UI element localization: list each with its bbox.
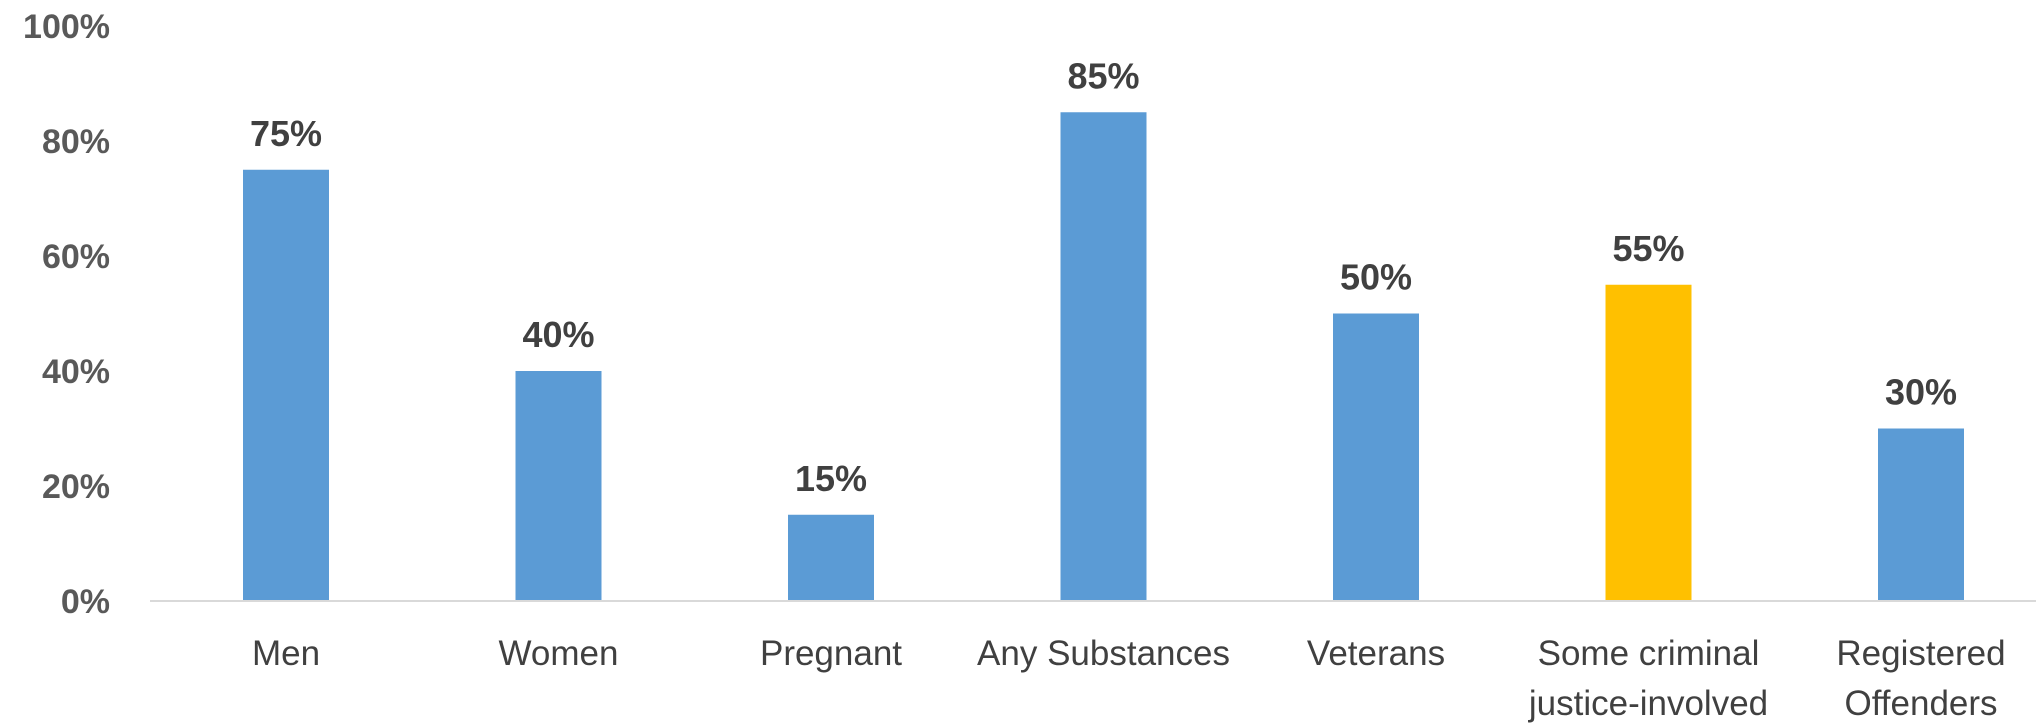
bars xyxy=(243,112,1964,601)
bar xyxy=(1060,112,1147,601)
y-tick-label: 100% xyxy=(23,8,110,46)
data-labels: 75% 40% 15% 85% 50% 55% 30% xyxy=(250,55,1957,499)
x-tick-label: Any Substances xyxy=(977,634,1230,673)
bar xyxy=(515,371,602,601)
y-axis: 0% 20% 40% 60% 80% 100% xyxy=(23,8,110,621)
data-label: 15% xyxy=(795,458,867,499)
data-label: 85% xyxy=(1067,55,1139,96)
bar xyxy=(788,514,874,601)
data-label: 75% xyxy=(250,113,322,154)
x-tick-label: Men xyxy=(252,634,320,673)
y-tick-label: 80% xyxy=(42,123,110,161)
x-tick-label: Some criminal justice-involved xyxy=(1528,634,1768,723)
data-label: 50% xyxy=(1340,257,1412,298)
x-tick-label: Pregnant xyxy=(760,634,902,673)
bar xyxy=(1333,313,1419,601)
x-tick-label: Women xyxy=(499,634,619,673)
data-label: 30% xyxy=(1885,372,1957,413)
bar xyxy=(243,169,329,601)
y-tick-label: 20% xyxy=(42,468,110,506)
y-tick-label: 0% xyxy=(61,583,110,621)
data-label: 55% xyxy=(1612,228,1684,269)
x-tick-label: Registered Offenders xyxy=(1836,634,2005,723)
x-tick-label: Veterans xyxy=(1307,634,1445,673)
y-tick-label: 60% xyxy=(42,238,110,276)
data-label: 40% xyxy=(522,314,594,355)
bar xyxy=(1878,428,1964,601)
y-tick-label: 40% xyxy=(42,353,110,391)
bar xyxy=(1605,284,1692,601)
x-axis: Men Women Pregnant Any Substances Veterans So… xyxy=(252,634,2006,723)
